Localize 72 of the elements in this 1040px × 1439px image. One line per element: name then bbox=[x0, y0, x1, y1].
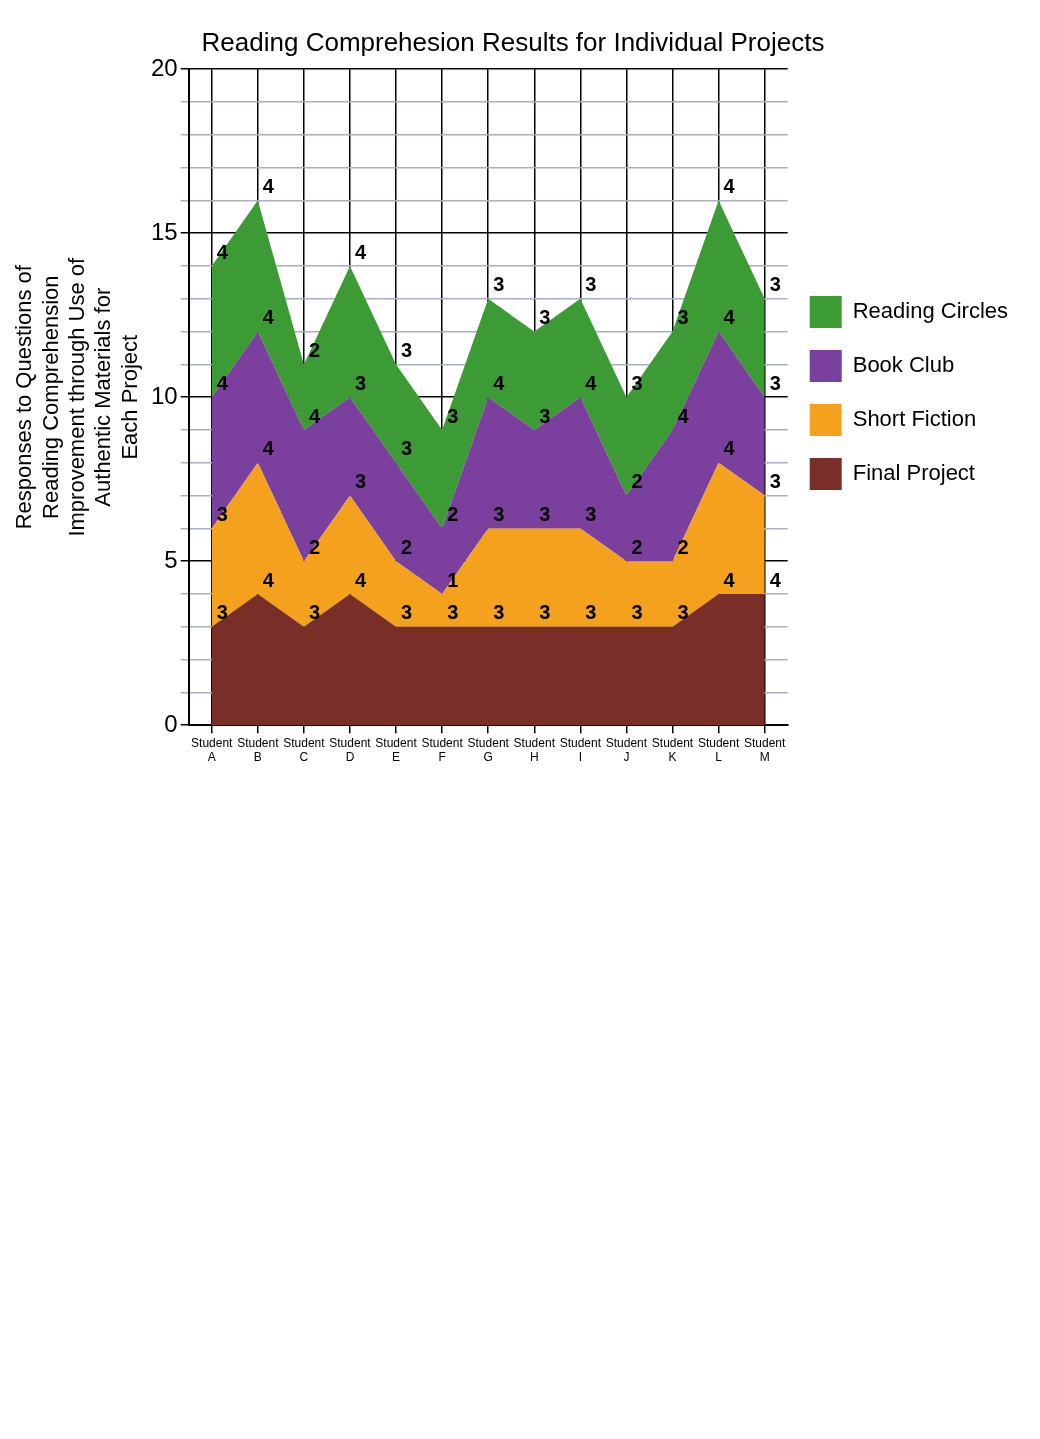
data-label: 3 bbox=[585, 601, 597, 624]
y-tick-label: 0 bbox=[164, 709, 178, 737]
data-label: 3 bbox=[401, 601, 413, 624]
x-tick-label: Student C bbox=[283, 735, 326, 765]
data-label: 4 bbox=[723, 174, 736, 197]
data-label: 3 bbox=[539, 502, 551, 525]
data-label: 3 bbox=[493, 502, 505, 525]
x-tick-label: Student E bbox=[375, 735, 418, 765]
data-label: 3 bbox=[631, 601, 643, 624]
data-label: 4 bbox=[493, 371, 506, 394]
data-label: 3 bbox=[216, 601, 228, 624]
data-label: 3 bbox=[677, 601, 689, 624]
x-tick-label: Student J bbox=[605, 735, 648, 765]
x-tick-label: Student G bbox=[467, 735, 510, 765]
data-label: 3 bbox=[216, 502, 228, 525]
x-tick-label: Student H bbox=[513, 735, 556, 765]
data-label: 3 bbox=[539, 306, 551, 329]
data-label: 4 bbox=[585, 371, 598, 394]
data-label: 3 bbox=[493, 273, 505, 296]
data-label: 4 bbox=[354, 568, 367, 591]
data-label: 3 bbox=[769, 273, 781, 296]
data-label: 3 bbox=[585, 502, 597, 525]
x-tick-label: Student I bbox=[559, 735, 602, 765]
x-tick-label: Student K bbox=[651, 735, 694, 765]
legend-label: Final Project bbox=[852, 460, 975, 486]
data-label: 2 bbox=[401, 535, 413, 558]
x-tick-label: Student B bbox=[237, 735, 280, 765]
x-tick-label: Student F bbox=[421, 735, 464, 765]
data-label: 4 bbox=[723, 306, 736, 329]
data-label: 1 bbox=[447, 568, 459, 591]
x-tick-label: Student A bbox=[191, 735, 234, 765]
data-label: 3 bbox=[447, 601, 459, 624]
data-label: 4 bbox=[723, 437, 736, 460]
data-label: 4 bbox=[262, 568, 275, 591]
data-label: 3 bbox=[539, 601, 551, 624]
y-tick-label: 5 bbox=[164, 545, 178, 573]
data-label: 3 bbox=[585, 273, 597, 296]
data-label: 3 bbox=[308, 601, 321, 624]
x-tick-label: Student L bbox=[697, 735, 740, 765]
data-label: 3 bbox=[677, 306, 689, 329]
data-label: 2 bbox=[631, 535, 643, 558]
y-tick-label: 20 bbox=[150, 53, 178, 81]
data-label: 4 bbox=[262, 437, 275, 460]
data-label: 3 bbox=[539, 404, 551, 427]
data-label: 2 bbox=[308, 535, 321, 558]
data-label: 3 bbox=[354, 470, 367, 493]
y-tick-label: 10 bbox=[150, 381, 178, 409]
chart-title: Reading Comprehesion Results for Individual Projects bbox=[201, 26, 825, 57]
x-tick-label: Student M bbox=[743, 735, 787, 765]
legend-label: Book Club bbox=[852, 352, 955, 378]
data-label: 3 bbox=[447, 404, 459, 427]
data-label: 3 bbox=[354, 371, 367, 394]
data-label: 2 bbox=[447, 502, 459, 525]
data-label: 3 bbox=[401, 437, 413, 460]
data-label: 4 bbox=[677, 404, 690, 427]
data-label: 2 bbox=[308, 338, 321, 361]
data-label: 4 bbox=[262, 174, 275, 197]
data-label: 3 bbox=[493, 601, 505, 624]
data-label: 3 bbox=[769, 371, 781, 394]
data-label: 4 bbox=[354, 240, 367, 263]
data-label: 3 bbox=[401, 338, 413, 361]
data-label: 4 bbox=[723, 568, 736, 591]
y-axis-title: Responses to Questions of Reading Comprehension Improvement through Use of Authentic Materials for Each Project bbox=[11, 256, 142, 537]
data-label: 4 bbox=[308, 404, 321, 427]
x-tick-label: Student D bbox=[329, 735, 372, 765]
data-label: 4 bbox=[769, 568, 782, 591]
legend-label: Short Fiction bbox=[852, 406, 977, 432]
data-label: 3 bbox=[769, 470, 781, 493]
data-label: 2 bbox=[677, 535, 689, 558]
y-tick-label: 15 bbox=[150, 217, 178, 245]
data-label: 4 bbox=[262, 306, 275, 329]
legend-label: Reading Circles bbox=[852, 298, 1009, 324]
